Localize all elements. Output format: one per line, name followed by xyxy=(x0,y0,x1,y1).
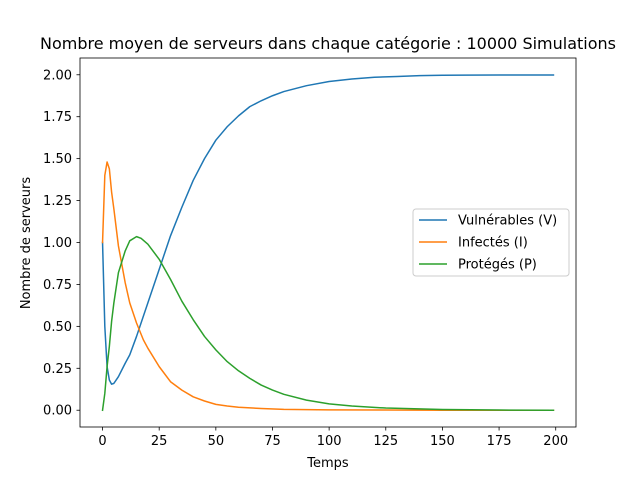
y-tick-label: 0.25 xyxy=(43,362,72,377)
y-tick-label: 0.75 xyxy=(43,278,72,293)
x-tick-label: 150 xyxy=(430,434,455,449)
legend-box xyxy=(412,208,570,277)
legend-label: Protégés (P) xyxy=(458,258,537,273)
y-tick-label: 1.25 xyxy=(43,194,72,209)
x-tick-label: 0 xyxy=(98,434,106,449)
x-tick-label: 25 xyxy=(151,434,168,449)
legend: Vulnérables (V) Infectés (I) Protégés (P) xyxy=(412,208,570,277)
series-line-2 xyxy=(101,161,555,411)
y-tick-label: 0.50 xyxy=(43,320,72,335)
series-line-1 xyxy=(101,74,555,385)
x-tick-label: 50 xyxy=(208,434,225,449)
legend-label: Infectés (I) xyxy=(458,236,528,251)
y-tick-label: 2.00 xyxy=(43,68,72,83)
y-tick-label: 1.00 xyxy=(43,236,72,251)
legend-label: Vulnérables (V) xyxy=(458,214,557,229)
series-line-3 xyxy=(101,235,555,412)
axes: 0 25 50 75 100 125 150 175 200 0.00 0.25 0.50 0.75 1.… xyxy=(43,57,577,449)
y-tick-label: 1.50 xyxy=(43,152,72,167)
x-tick-label: 125 xyxy=(373,434,398,449)
y-tick-label: 1.75 xyxy=(43,110,72,125)
x-tick-label: 100 xyxy=(317,434,342,449)
series-lines xyxy=(101,74,555,412)
y-tick-label: 0.00 xyxy=(43,404,72,419)
chart-title: Nombre moyen de serveurs dans chaque cat… xyxy=(40,34,616,53)
x-axis-label: Temps xyxy=(306,456,349,471)
y-axis-label: Nombre de serveurs xyxy=(19,177,34,310)
x-tick-label: 75 xyxy=(264,434,281,449)
x-tick-label: 200 xyxy=(543,434,568,449)
x-tick-label: 175 xyxy=(487,434,512,449)
